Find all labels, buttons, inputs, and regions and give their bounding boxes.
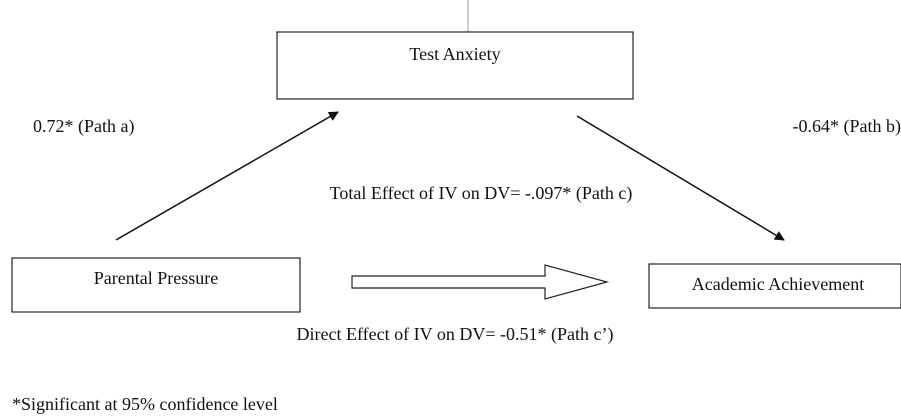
path-label: Total Effect of IV on DV= -.097* (Path c…	[330, 183, 633, 204]
node-box	[648, 263, 901, 309]
node-box	[276, 31, 634, 100]
node-label: Parental Pressure	[94, 268, 218, 288]
arrow	[115, 111, 339, 241]
path-label: -0.64* (Path b)	[793, 116, 901, 137]
block-arrow	[351, 264, 610, 300]
note: *Significant at 95% confidence level	[12, 394, 278, 414]
node-label: Academic Achievement	[692, 274, 864, 294]
node-label: Test Anxiety	[409, 44, 500, 64]
path-label: Direct Effect of IV on DV= -0.51* (Path …	[297, 324, 614, 345]
arrow	[576, 115, 785, 241]
path-label: 0.72* (Path a)	[33, 116, 134, 137]
node-box	[11, 257, 301, 313]
